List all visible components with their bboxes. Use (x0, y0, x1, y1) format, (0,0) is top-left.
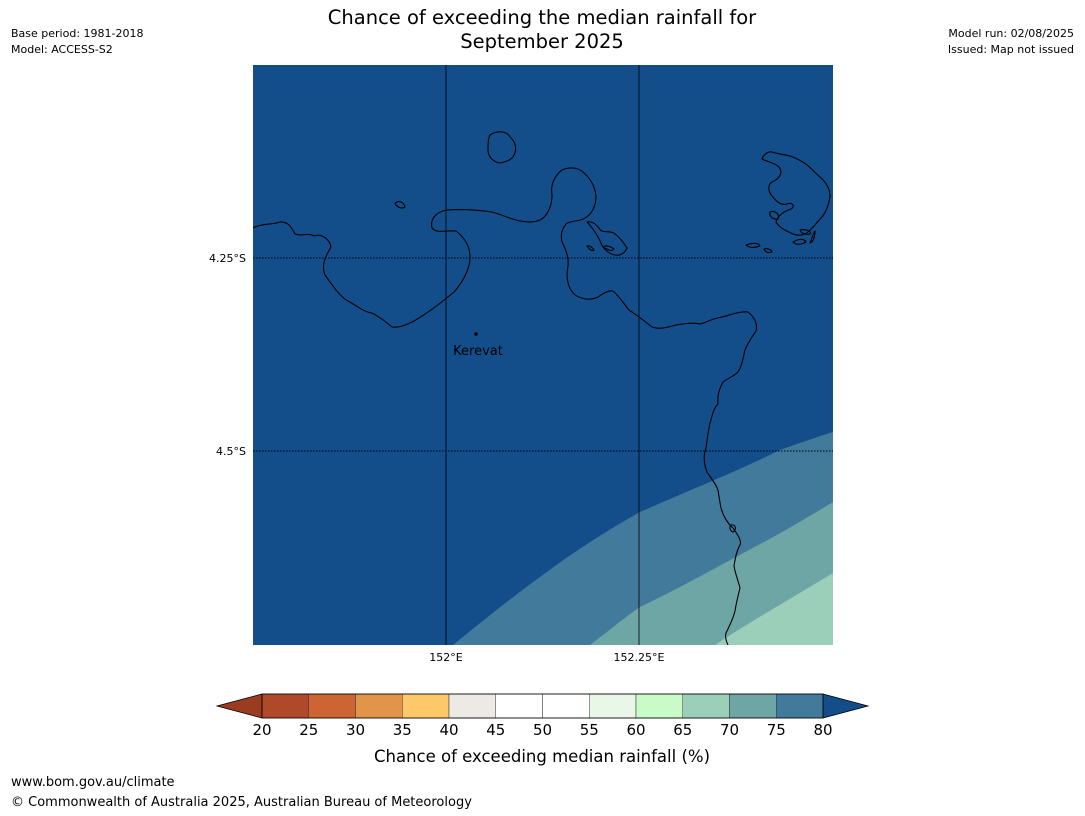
colorbar-tick-label: 80 (813, 721, 832, 739)
colorbar-tick-label: 60 (626, 721, 645, 739)
colorbar-segment (635, 693, 683, 719)
colorbar-segment (589, 693, 637, 719)
colorbar-title: Chance of exceeding median rainfall (%) (374, 747, 710, 766)
colorbar-segment (776, 693, 824, 719)
lat-label-4-5s: 4.5°S (216, 445, 246, 458)
colorbar-segment (261, 693, 309, 719)
colorbar-over-arrow (822, 693, 870, 719)
colorbar-segment (355, 693, 403, 719)
coastline (253, 131, 831, 645)
colorbar-tick-label: 20 (252, 721, 271, 739)
colorbar-segment (308, 693, 356, 719)
kerevat-label: Kerevat (453, 344, 503, 359)
title-line-2: September 2025 (460, 30, 624, 53)
model-name: Model: ACCESS-S2 (11, 43, 113, 56)
colorbar-tick-label: 30 (346, 721, 365, 739)
probability-band-60-65 (715, 573, 833, 645)
colorbar-tick-label: 45 (486, 721, 505, 739)
colorbar-under-arrow (215, 693, 263, 719)
issued-status: Issued: Map not issued (947, 43, 1074, 56)
colorbar-segment (682, 693, 730, 719)
colorbar-tick-label: 75 (767, 721, 786, 739)
lon-label-152e: 152°E (429, 651, 462, 664)
colorbar-segment (495, 693, 543, 719)
colorbar-segment (729, 693, 777, 719)
colorbar: 20 25 30 35 40 45 50 55 60 65 70 75 80 (215, 693, 870, 739)
colorbar-tick-label: 25 (299, 721, 318, 739)
lat-label-4-25s: 4.25°S (209, 252, 246, 265)
lon-label-152-25e: 152.25°E (614, 651, 665, 664)
kerevat-marker (474, 332, 478, 336)
title-line-1: Chance of exceeding the median rainfall … (327, 6, 757, 29)
colorbar-segment (542, 693, 590, 719)
meta-right: Model run: 02/08/2025 Issued: Map not is… (948, 26, 1074, 58)
colorbar-segment (402, 693, 450, 719)
probability-band-65-70 (590, 502, 833, 645)
colorbar-tick-label: 35 (393, 721, 412, 739)
colorbar-frame (261, 693, 824, 719)
colorbar-tick-label: 40 (439, 721, 458, 739)
colorbar-tick-label: 55 (580, 721, 599, 739)
meta-left: Base period: 1981-2018 Model: ACCESS-S2 (11, 26, 143, 58)
colorbar-tick-label: 70 (720, 721, 739, 739)
colorbar-segment (448, 693, 496, 719)
map-area (253, 65, 833, 645)
colorbar-tick-label: 50 (533, 721, 552, 739)
footer-url: www.bom.gov.au/climate (11, 775, 175, 790)
base-period: Base period: 1981-2018 (11, 27, 144, 40)
map-title: Chance of exceeding the median rainfall … (242, 6, 842, 54)
footer-copyright: © Commonwealth of Australia 2025, Austra… (11, 795, 472, 810)
model-run: Model run: 02/08/2025 (948, 27, 1074, 40)
colorbar-tick-label: 65 (673, 721, 692, 739)
